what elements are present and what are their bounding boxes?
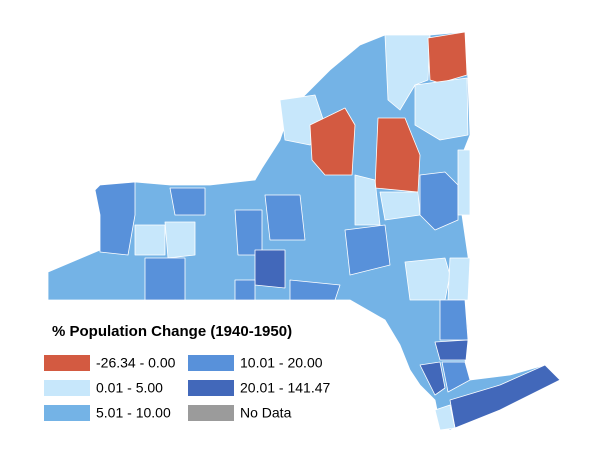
legend-swatch xyxy=(44,405,90,421)
legend: -26.34 - 0.00 0.01 - 5.00 5.01 - 10.00 10.0… xyxy=(44,355,331,421)
county xyxy=(309,107,356,176)
legend-swatch xyxy=(44,380,90,396)
county xyxy=(374,117,421,193)
county xyxy=(427,31,468,84)
legend-swatch xyxy=(188,355,234,371)
county xyxy=(134,224,166,256)
county xyxy=(404,257,451,301)
county xyxy=(169,187,206,216)
county xyxy=(354,174,381,226)
legend-label: 20.01 - 141.47 xyxy=(240,380,331,396)
county xyxy=(94,181,136,256)
county xyxy=(441,361,471,393)
county xyxy=(434,404,456,431)
county xyxy=(379,191,421,221)
county xyxy=(457,149,471,216)
county xyxy=(419,171,459,231)
legend-swatch xyxy=(188,405,234,421)
legend-label: 10.01 - 20.00 xyxy=(240,355,323,371)
county xyxy=(164,221,196,259)
county xyxy=(439,299,469,341)
county xyxy=(289,279,341,301)
county xyxy=(264,194,306,241)
legend-label: 0.01 - 5.00 xyxy=(96,380,163,396)
county xyxy=(234,279,256,301)
legend-label: -26.34 - 0.00 xyxy=(96,355,176,371)
county xyxy=(419,361,446,396)
county xyxy=(414,77,469,141)
legend-label: 5.01 - 10.00 xyxy=(96,405,171,421)
county xyxy=(234,209,263,256)
state-map xyxy=(47,31,561,431)
legend-swatch xyxy=(44,355,90,371)
county xyxy=(447,257,471,301)
county xyxy=(254,249,286,289)
legend-swatch xyxy=(188,380,234,396)
county xyxy=(344,224,391,276)
county xyxy=(434,339,469,361)
legend-label: No Data xyxy=(240,405,292,421)
legend-title: % Population Change (1940-1950) xyxy=(52,323,292,340)
county xyxy=(144,257,186,301)
